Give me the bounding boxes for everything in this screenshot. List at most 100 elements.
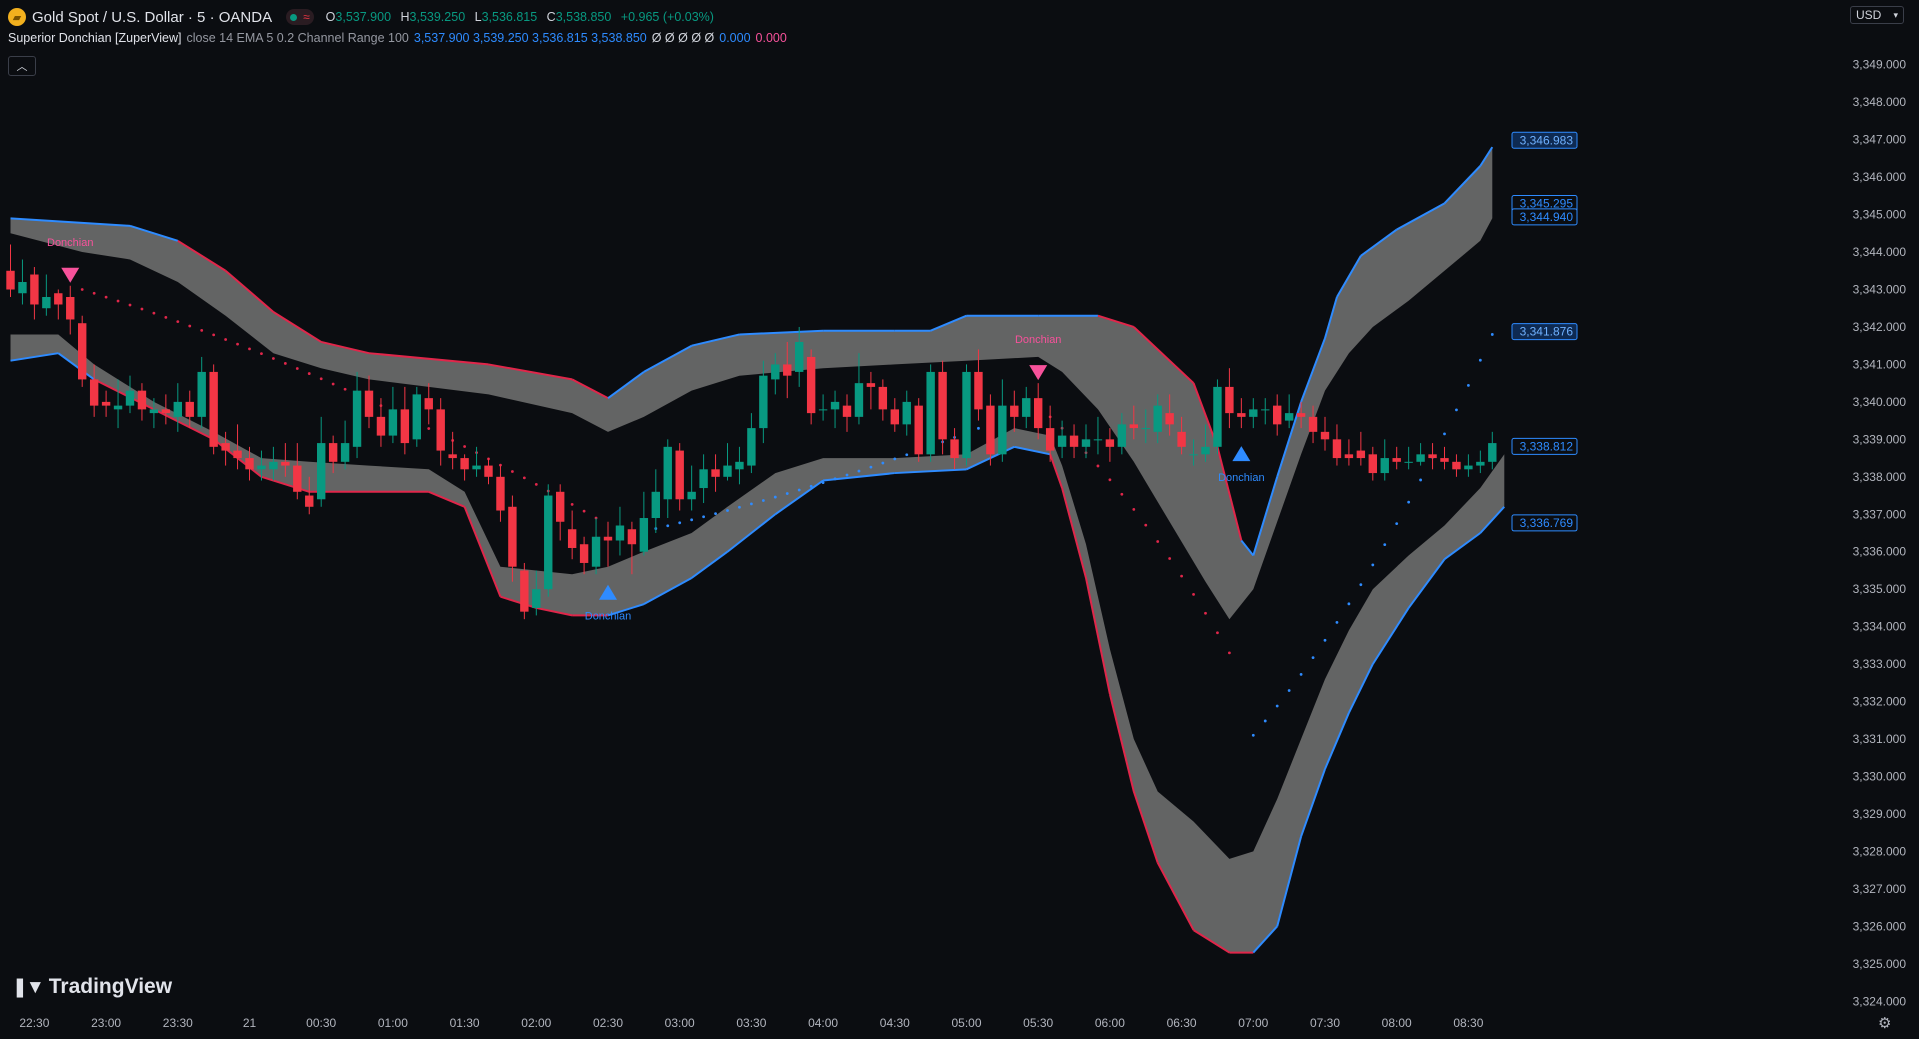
lower-band-line	[1108, 693, 1135, 792]
indicator-value-pink: 0.000	[755, 31, 787, 45]
lower-band-line	[726, 513, 776, 553]
candle-body	[42, 296, 51, 309]
price-label: 3,338.812	[1511, 437, 1578, 455]
trail-dot	[570, 502, 574, 506]
trail-dot	[666, 524, 670, 528]
price-tick-label: 3,346.000	[1853, 170, 1907, 184]
lower-band-line	[894, 468, 967, 475]
trail-dot	[295, 367, 299, 370]
currency-select[interactable]: USD ▾	[1850, 6, 1904, 24]
indicator-legend[interactable]: Superior Donchian [ZuperView] close 14 E…	[8, 31, 787, 45]
signal-markers: Donchian Donchian Donchian Donchian	[47, 237, 1265, 623]
price-tick-label: 3,342.000	[1853, 320, 1907, 334]
price-label: 3,344.940	[1511, 208, 1578, 226]
trail-dot	[678, 521, 682, 525]
chevron-down-icon: ▾	[1893, 9, 1898, 20]
candle-body	[125, 390, 135, 406]
candle-body	[1153, 405, 1162, 432]
lower-band-line	[1049, 453, 1064, 489]
candle-body	[1177, 431, 1186, 447]
lower-band-fill	[10, 334, 1505, 953]
time-tick-label: 05:30	[1023, 1016, 1053, 1030]
candle-body	[1356, 450, 1366, 459]
time-tick-label: 00:30	[306, 1016, 336, 1030]
candle-body	[137, 390, 147, 410]
lower-band-line	[607, 603, 645, 617]
upper-band-line	[320, 340, 370, 355]
trail-dot	[738, 505, 741, 509]
lower-band-line	[1014, 445, 1051, 456]
upper-band-fill	[10, 147, 1493, 620]
trail-dot	[1407, 500, 1411, 504]
chevron-up-icon: ︿	[16, 61, 28, 73]
upper-band-line	[930, 314, 967, 332]
time-axis[interactable]: 22:30 23:00 23:30 21 00:30 01:00 01:30 02:00 02:…	[19, 1016, 1483, 1030]
upper-band-line	[1443, 165, 1482, 205]
candle-body	[209, 371, 218, 447]
ohlc-value-low: 3,536.815	[481, 10, 538, 24]
lower-band-line	[57, 352, 95, 381]
price-tick-label: 3,347.000	[1853, 133, 1907, 147]
candle-body	[532, 589, 541, 608]
candle-body	[18, 282, 27, 294]
indicator-value-blue: 0.000	[719, 31, 751, 45]
price-label: 3,346.983	[1511, 131, 1578, 149]
candle-body	[842, 405, 852, 417]
candle-body	[1464, 465, 1473, 470]
trail-dot	[1347, 602, 1351, 606]
lower-band-line	[153, 408, 215, 441]
candle-body	[1057, 435, 1067, 447]
tradingview-logo[interactable]: ❚▼ TradingView	[12, 975, 172, 999]
upper-band-line	[224, 270, 275, 313]
candle-body	[1428, 454, 1437, 459]
time-tick-label: 08:30	[1453, 1016, 1483, 1030]
trail-dot	[1275, 704, 1279, 708]
trail-dot	[869, 465, 873, 469]
lower-band-line	[1085, 577, 1111, 695]
candle-body	[651, 491, 660, 519]
sell-signal-marker	[61, 267, 80, 283]
market-status-badge[interactable]: ≈	[286, 9, 314, 25]
time-tick-label: 02:00	[521, 1016, 551, 1030]
badge-text: ≈	[303, 10, 310, 24]
price-label-text: 3,344.940	[1520, 210, 1574, 224]
trail-dot	[212, 333, 216, 337]
trail-dot	[140, 307, 144, 311]
candle-body	[1117, 424, 1127, 447]
trail-dot	[1371, 563, 1375, 567]
candle-body	[1261, 409, 1270, 411]
settings-gear-icon[interactable]: ⚙	[1878, 1015, 1892, 1032]
trail-dot	[1311, 656, 1315, 660]
upper-band-line	[1360, 228, 1398, 257]
trail-dot	[1383, 543, 1387, 546]
trail-dot	[1455, 408, 1458, 412]
trail-dot	[1120, 492, 1124, 496]
price-tick-label: 3,341.000	[1853, 357, 1907, 371]
candle-body	[436, 409, 445, 451]
trail-dot	[534, 482, 538, 486]
trail-dot	[785, 492, 789, 495]
trail-dot	[893, 457, 897, 461]
buy-signal-marker	[1232, 446, 1251, 462]
indicator-name[interactable]: Superior Donchian [ZuperView]	[8, 31, 182, 45]
trail-dot	[272, 357, 275, 360]
upper-band-line	[691, 333, 740, 347]
trail-dot	[881, 461, 885, 465]
price-label: 3,341.876	[1511, 323, 1578, 341]
symbol-title[interactable]: Gold Spot / U.S. Dollar · 5 · OANDA	[32, 8, 273, 26]
price-label-box	[1511, 323, 1578, 341]
time-tick-label: 22:30	[19, 1016, 49, 1030]
trail-dot	[283, 362, 287, 365]
trail-dot	[1108, 478, 1112, 482]
candle-body	[340, 443, 350, 462]
trail-dot	[1216, 631, 1219, 635]
trail-dot	[80, 288, 84, 291]
buy-signal-label: Donchian	[585, 611, 631, 623]
candle-body	[699, 469, 708, 489]
candle-body	[54, 293, 63, 305]
collapse-legend-button[interactable]: ︿	[8, 56, 36, 76]
trail-dot	[582, 509, 586, 513]
trail-dot	[499, 463, 502, 467]
trail-dot	[1323, 638, 1327, 642]
